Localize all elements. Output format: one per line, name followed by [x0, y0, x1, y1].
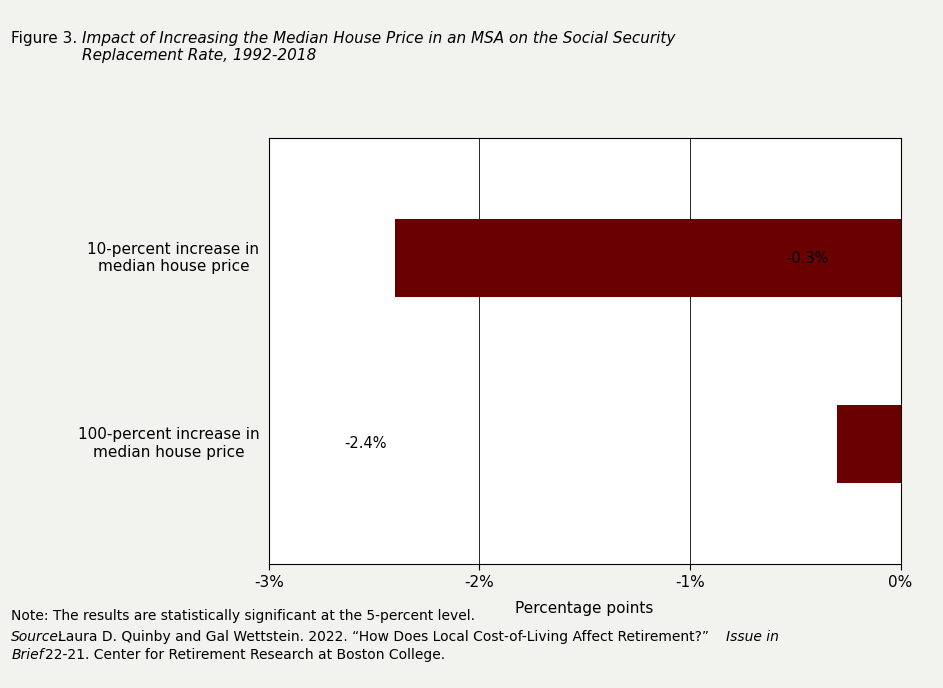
- Text: Laura D. Quinby and Gal Wettstein. 2022. “How Does Local Cost-of-Living Affect R: Laura D. Quinby and Gal Wettstein. 2022.…: [58, 630, 709, 643]
- Text: Impact of Increasing the Median House Price in an MSA on the Social Security
Rep: Impact of Increasing the Median House Pr…: [82, 31, 675, 63]
- Text: Brief: Brief: [11, 648, 43, 662]
- Text: 10-percent increase in
median house price: 10-percent increase in median house pric…: [88, 242, 259, 275]
- Text: Issue in: Issue in: [726, 630, 779, 643]
- Text: Source:: Source:: [11, 630, 64, 643]
- Text: -2.4%: -2.4%: [344, 436, 387, 451]
- Text: Note: The results are statistically significant at the 5-percent level.: Note: The results are statistically sign…: [11, 609, 475, 623]
- Text: -0.3%: -0.3%: [786, 250, 829, 266]
- Text: Figure 3.: Figure 3.: [11, 31, 82, 46]
- X-axis label: Percentage points: Percentage points: [516, 601, 653, 616]
- Text: 100-percent increase in
median house price: 100-percent increase in median house pri…: [77, 427, 259, 460]
- Text: 22-21. Center for Retirement Research at Boston College.: 22-21. Center for Retirement Research at…: [45, 648, 445, 662]
- Bar: [395, 219, 901, 297]
- Bar: [837, 405, 901, 482]
